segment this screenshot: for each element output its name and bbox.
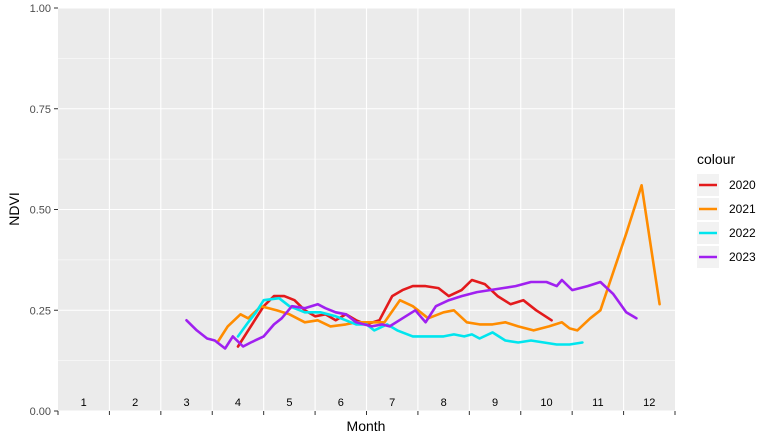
month-label: 4 bbox=[235, 397, 241, 409]
month-label: 6 bbox=[338, 397, 344, 409]
month-label: 1 bbox=[81, 397, 87, 409]
month-label: 2 bbox=[132, 397, 138, 409]
y-tick-label: 0.00 bbox=[30, 406, 51, 418]
legend-label-2020: 2020 bbox=[729, 178, 756, 192]
series-line-2023 bbox=[185, 278, 638, 350]
y-tick-label: 0.50 bbox=[30, 205, 51, 217]
x-axis-title: Month bbox=[347, 418, 386, 434]
x-axis bbox=[57, 411, 676, 415]
y-tick-label: 0.25 bbox=[30, 305, 51, 317]
y-tick-label: 1.00 bbox=[30, 3, 51, 15]
month-label: 9 bbox=[492, 397, 498, 409]
month-label: 3 bbox=[183, 397, 189, 409]
month-label: 12 bbox=[643, 397, 655, 409]
y-axis: 0.00 0.25 0.50 0.75 1.00 bbox=[30, 3, 58, 418]
month-label: 7 bbox=[389, 397, 395, 409]
legend-label-2023: 2023 bbox=[729, 250, 756, 264]
series-line-2021 bbox=[216, 184, 661, 344]
y-axis-title: NDVI bbox=[6, 192, 22, 225]
series-line-2022 bbox=[236, 296, 584, 346]
legend: colour 2020 2021 2022 2023 bbox=[697, 151, 756, 268]
month-label: 5 bbox=[286, 397, 292, 409]
series-lines bbox=[185, 184, 661, 350]
legend-label-2021: 2021 bbox=[729, 202, 756, 216]
month-labels: 1 2 3 4 5 6 7 8 9 10 11 12 bbox=[81, 397, 656, 409]
legend-label-2022: 2022 bbox=[729, 226, 756, 240]
y-tick-label: 0.75 bbox=[30, 104, 51, 116]
month-label: 10 bbox=[540, 397, 552, 409]
legend-items: 2020 2021 2022 2023 bbox=[697, 174, 756, 268]
month-label: 11 bbox=[592, 397, 603, 409]
legend-title: colour bbox=[697, 151, 735, 167]
month-label: 8 bbox=[441, 397, 447, 409]
